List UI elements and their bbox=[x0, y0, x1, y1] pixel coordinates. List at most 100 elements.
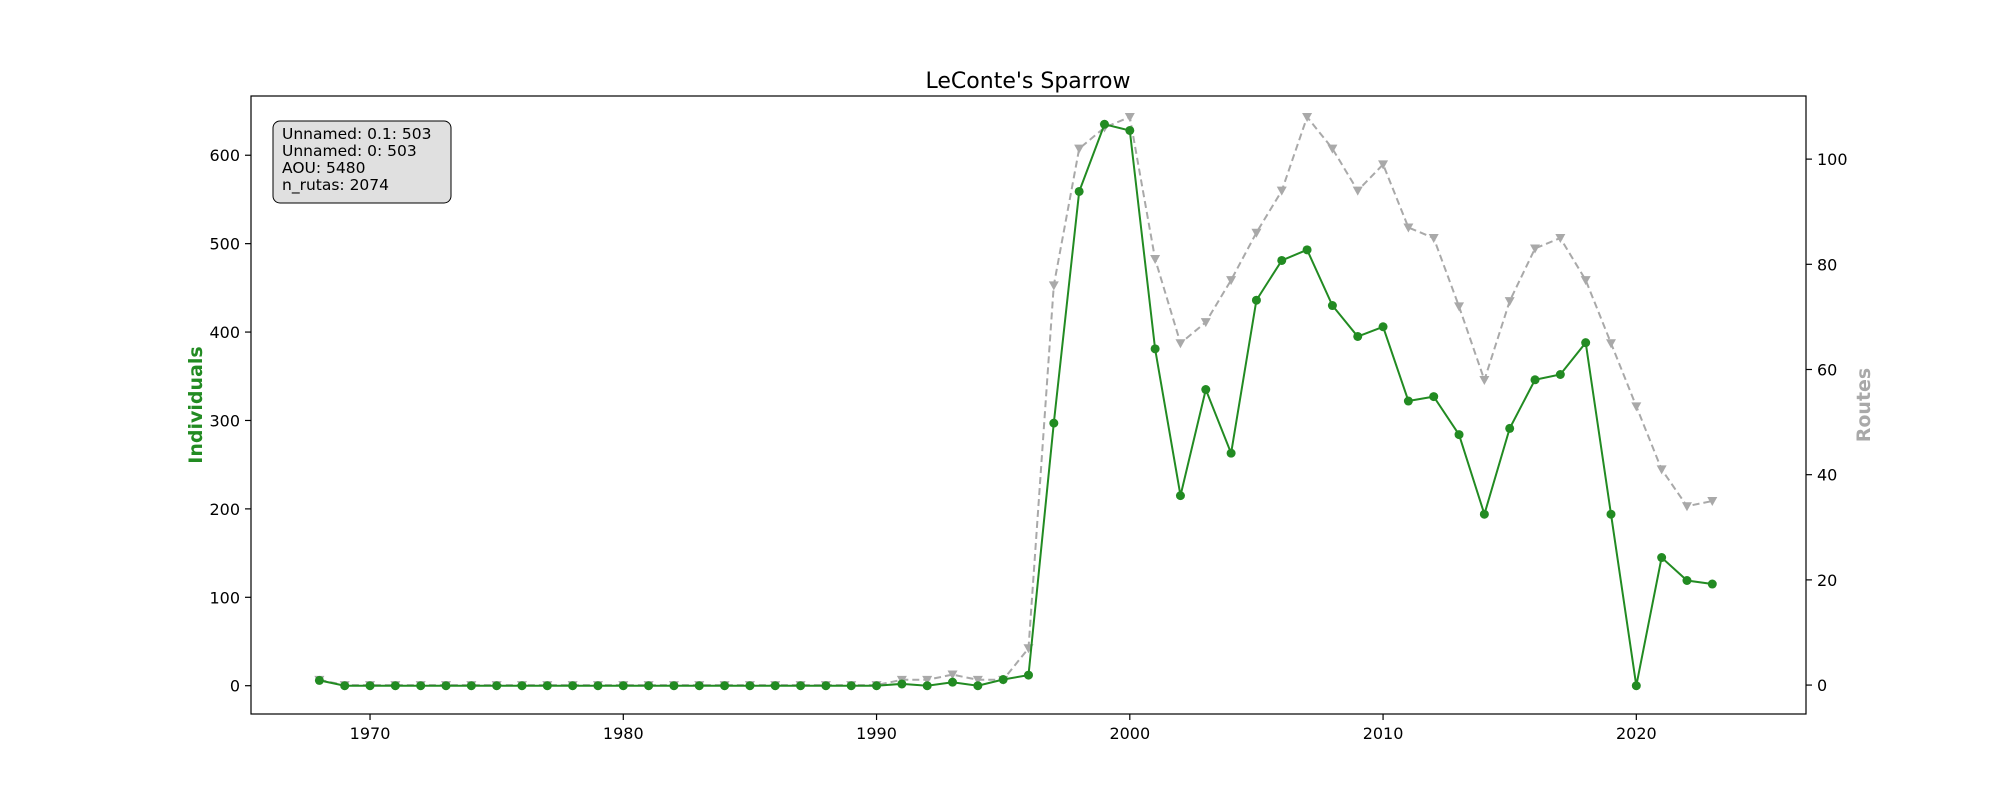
individuals-point bbox=[517, 681, 527, 691]
individuals-point bbox=[1226, 448, 1236, 458]
right-axis-label: Routes bbox=[1853, 368, 1875, 443]
right-y-tick-label: 20 bbox=[1817, 571, 1837, 590]
individuals-point bbox=[720, 681, 730, 691]
routes-point bbox=[1428, 234, 1439, 244]
individuals-point bbox=[1479, 509, 1489, 519]
left-y-tick-label: 600 bbox=[209, 146, 240, 165]
routes-point bbox=[972, 675, 983, 685]
individuals-point bbox=[1150, 344, 1160, 354]
individuals-point bbox=[1175, 491, 1185, 501]
x-tick-label: 1980 bbox=[603, 724, 644, 743]
individuals-point bbox=[1403, 396, 1413, 406]
routes-point bbox=[1200, 318, 1211, 328]
routes-point bbox=[1175, 339, 1186, 349]
individuals-point bbox=[1429, 392, 1439, 402]
individuals-point bbox=[1682, 575, 1692, 585]
routes-point bbox=[1681, 502, 1692, 512]
routes-point bbox=[1479, 376, 1490, 386]
x-axis: 1970 1980 1990 2000 2010 2020 bbox=[350, 714, 1657, 743]
chart-title: LeConte's Sparrow bbox=[926, 69, 1131, 94]
individuals-point bbox=[1707, 579, 1717, 589]
left-axis-label: Individuals bbox=[185, 346, 207, 463]
routes-point bbox=[1124, 113, 1135, 123]
individuals-point bbox=[1631, 681, 1641, 691]
individuals-point bbox=[390, 681, 400, 691]
routes-point bbox=[1555, 234, 1566, 244]
individuals-point bbox=[846, 681, 856, 691]
individuals-point bbox=[1201, 385, 1211, 395]
info-box-background bbox=[272, 120, 452, 204]
routes-point bbox=[1251, 228, 1262, 238]
individuals-point bbox=[1555, 369, 1565, 379]
info-line: AOU: 5480 bbox=[282, 159, 365, 177]
individuals-point bbox=[796, 681, 806, 691]
right-y-axis: 0 20 40 60 80 100 bbox=[1806, 150, 1848, 695]
left-y-tick-label: 100 bbox=[209, 588, 240, 607]
info-line: Unnamed: 0: 503 bbox=[282, 142, 417, 160]
individuals-point bbox=[416, 681, 426, 691]
individuals-point bbox=[644, 681, 654, 691]
individuals-point bbox=[1251, 295, 1261, 305]
individuals-point bbox=[1454, 430, 1464, 440]
info-box: Unnamed: 0.1: 503 Unnamed: 0: 503 AOU: 5… bbox=[272, 120, 452, 204]
individuals-point bbox=[340, 681, 350, 691]
right-y-tick-label: 0 bbox=[1817, 676, 1827, 695]
individuals-point bbox=[821, 681, 831, 691]
x-tick-label: 2020 bbox=[1616, 724, 1657, 743]
routes-point bbox=[1048, 281, 1059, 291]
x-tick-label: 2000 bbox=[1109, 724, 1150, 743]
routes-point bbox=[1074, 144, 1085, 154]
left-y-tick-label: 300 bbox=[209, 411, 240, 430]
individuals-point bbox=[1378, 322, 1388, 332]
individuals-point bbox=[1581, 338, 1591, 348]
individuals-point bbox=[998, 675, 1008, 685]
routes-point bbox=[1605, 339, 1616, 349]
plot-frame bbox=[250, 95, 1807, 715]
individuals-point bbox=[441, 681, 451, 691]
individuals-point bbox=[948, 677, 958, 687]
individuals-point bbox=[669, 681, 679, 691]
individuals-point bbox=[593, 681, 603, 691]
individuals-point bbox=[1530, 375, 1540, 385]
individuals-point bbox=[314, 675, 324, 685]
routes-point bbox=[1707, 496, 1718, 506]
individuals-point bbox=[568, 681, 578, 691]
individuals-point bbox=[1302, 245, 1312, 255]
left-y-tick-label: 200 bbox=[209, 500, 240, 519]
left-y-tick-label: 0 bbox=[230, 677, 240, 696]
routes-point bbox=[947, 670, 958, 680]
individuals-point bbox=[365, 681, 375, 691]
routes-point bbox=[1226, 276, 1237, 286]
routes-point bbox=[1530, 244, 1541, 254]
individuals-point bbox=[1657, 553, 1667, 563]
individuals-point bbox=[694, 681, 704, 691]
left-y-tick-label: 500 bbox=[209, 235, 240, 254]
routes-point bbox=[1403, 223, 1414, 233]
routes-point bbox=[1302, 113, 1313, 123]
individuals-point bbox=[1024, 670, 1033, 680]
individuals-point bbox=[1099, 119, 1109, 129]
right-y-tick-label: 100 bbox=[1817, 150, 1848, 169]
routes-point bbox=[922, 675, 933, 685]
individuals-point bbox=[973, 681, 983, 691]
individuals-point bbox=[1074, 186, 1084, 196]
right-y-tick-label: 60 bbox=[1817, 360, 1837, 379]
x-tick-label: 1970 bbox=[350, 724, 391, 743]
individuals-point bbox=[1277, 255, 1287, 265]
individuals-point bbox=[745, 681, 755, 691]
info-line: n_rutas: 2074 bbox=[282, 176, 389, 195]
individuals-point bbox=[770, 681, 780, 691]
individuals-point bbox=[922, 681, 932, 691]
individuals-point bbox=[872, 681, 882, 691]
routes-point bbox=[1352, 186, 1363, 196]
right-y-tick-label: 40 bbox=[1817, 466, 1837, 485]
left-y-axis: 0 100 200 300 400 500 600 bbox=[209, 146, 251, 696]
routes-point bbox=[1631, 402, 1642, 412]
individuals-point bbox=[1125, 125, 1135, 135]
x-tick-label: 1990 bbox=[856, 724, 897, 743]
individuals-point bbox=[1327, 301, 1337, 311]
individuals-point bbox=[618, 681, 628, 691]
left-y-tick-label: 400 bbox=[209, 323, 240, 342]
individuals-point bbox=[1505, 423, 1515, 433]
